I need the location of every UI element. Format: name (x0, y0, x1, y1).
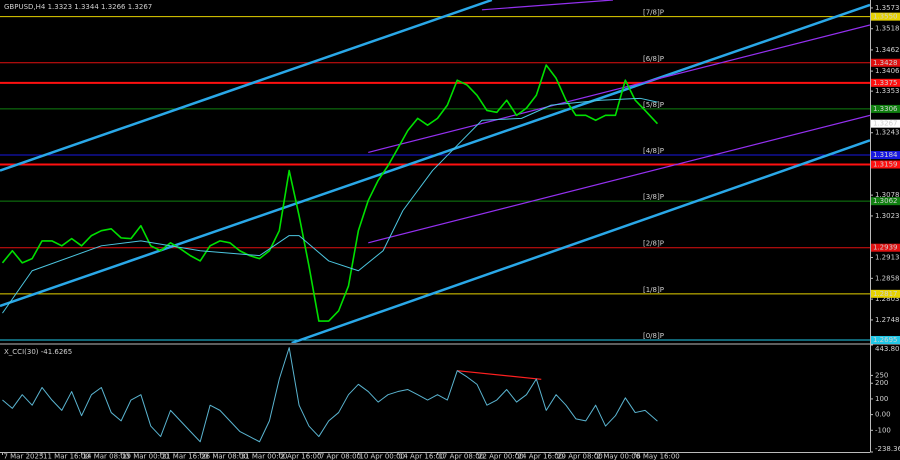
x-tick-label: 2 May 00:00 (597, 453, 641, 460)
y-tick-label: 1.3078 (875, 191, 900, 199)
trend-line (291, 139, 870, 343)
level-price-box (871, 12, 900, 21)
trend-line (368, 114, 870, 244)
y-tick-label: 100 (875, 395, 888, 403)
y-tick-label: 1.3462 (875, 46, 900, 54)
x-tick-label: 7 Mar 2025 (3, 453, 43, 460)
x-tick-label: 22 Apr 00:00 (478, 453, 524, 460)
plot-area (2, 347, 658, 443)
x-tick-label: 7 Apr 08:00 (320, 453, 361, 460)
level-price-box (871, 78, 900, 87)
series-line (2, 97, 658, 314)
x-tick-label: 11 Mar 16:00 (43, 453, 90, 460)
level-price-label: 1.2695 (873, 336, 898, 344)
trend-line (0, 3, 870, 308)
level-price-box (871, 197, 900, 206)
y-tick-label: 1.2748 (875, 316, 900, 324)
x-tick-label: 21 Mar 16:00 (162, 453, 209, 460)
x-tick-label: 29 Apr 08:00 (557, 453, 603, 460)
y-tick-label: -100 (875, 426, 891, 434)
x-tick-label: 31 Mar 00:00 (241, 453, 288, 460)
level-label: [2/8]P (643, 240, 664, 248)
level-price-box (871, 289, 900, 298)
level-price-box (871, 151, 900, 160)
level-price-label: 1.3159 (873, 161, 898, 169)
level-price-label: 1.3062 (873, 197, 898, 205)
y-tick-label: 443.8052 (875, 345, 900, 353)
y-tick-label: 1.2803 (875, 295, 900, 303)
panel-title: X_CCI(30) -41.6265 (4, 348, 72, 356)
level-label: [1/8]P (643, 286, 664, 294)
panel-title: GBPUSD,H4 1.3323 1.3344 1.3266 1.3267 (4, 3, 152, 11)
x-tick-label: 6 May 16:00 (636, 453, 680, 460)
x-tick-label: 26 Mar 08:00 (201, 453, 248, 460)
y-tick-label: 1.3023 (875, 212, 900, 220)
y-tick-label: 250 (875, 371, 888, 379)
y-tick-label: 1.2858 (875, 274, 900, 282)
x-tick-label: 2 Apr 16:00 (280, 453, 321, 460)
current-price-box (871, 119, 900, 128)
trend-line (457, 370, 542, 380)
level-price-label: 1.3306 (873, 105, 898, 113)
level-price-label: 1.3184 (873, 151, 898, 159)
x-tick-label: 17 Apr 08:00 (438, 453, 484, 460)
level-label: [5/8]P (643, 101, 664, 109)
current-price-label: 1.3267 (873, 120, 898, 128)
trend-line (481, 0, 613, 11)
level-label: [3/8]P (643, 193, 664, 201)
y-tick-label: 1.2913 (875, 254, 900, 262)
series-line (1, 64, 659, 322)
level-price-box (871, 104, 900, 113)
level-price-label: 1.3550 (873, 13, 898, 21)
y-tick-label: 1.3406 (875, 67, 900, 75)
level-price-label: 1.3428 (873, 59, 898, 67)
series-line (2, 347, 658, 443)
y-tick-label: 1.3518 (875, 25, 900, 33)
plot-area: [7/8]P [6/8]P [5/8]P [4/8]P [3/8]P [2/8]P [1/8… (0, 0, 870, 343)
level-price-label: 1.2939 (873, 244, 898, 252)
level-label: [0/8]P (643, 332, 664, 340)
x-tick-label: 10 Apr 00:00 (359, 453, 405, 460)
y-tick-label: 200 (875, 379, 888, 387)
level-price-box (871, 335, 900, 344)
y-tick-label: 1.3573 (875, 4, 900, 12)
x-tick-label: 14 Mar 08:00 (83, 453, 130, 460)
level-price-box (871, 58, 900, 67)
level-label: [4/8]P (643, 147, 664, 155)
level-price-box (871, 160, 900, 169)
trend-line (0, 0, 493, 172)
x-tick-label: 19 Mar 00:00 (122, 453, 169, 460)
level-price-label: 1.3375 (873, 79, 898, 87)
y-tick-label: 0.00 (875, 411, 891, 419)
level-price-label: 1.2817 (873, 290, 898, 298)
y-tick-label: 1.3243 (875, 129, 900, 137)
level-label: [6/8]P (643, 55, 664, 63)
level-price-box (871, 243, 900, 252)
y-tick-label: -238.364 (875, 445, 900, 453)
x-tick-label: 14 Apr 16:00 (399, 453, 445, 460)
trend-line (368, 24, 870, 153)
level-label: [7/8]P (643, 9, 664, 17)
x-tick-label: 24 Apr 16:00 (518, 453, 564, 460)
y-tick-label: 1.3353 (875, 87, 900, 95)
